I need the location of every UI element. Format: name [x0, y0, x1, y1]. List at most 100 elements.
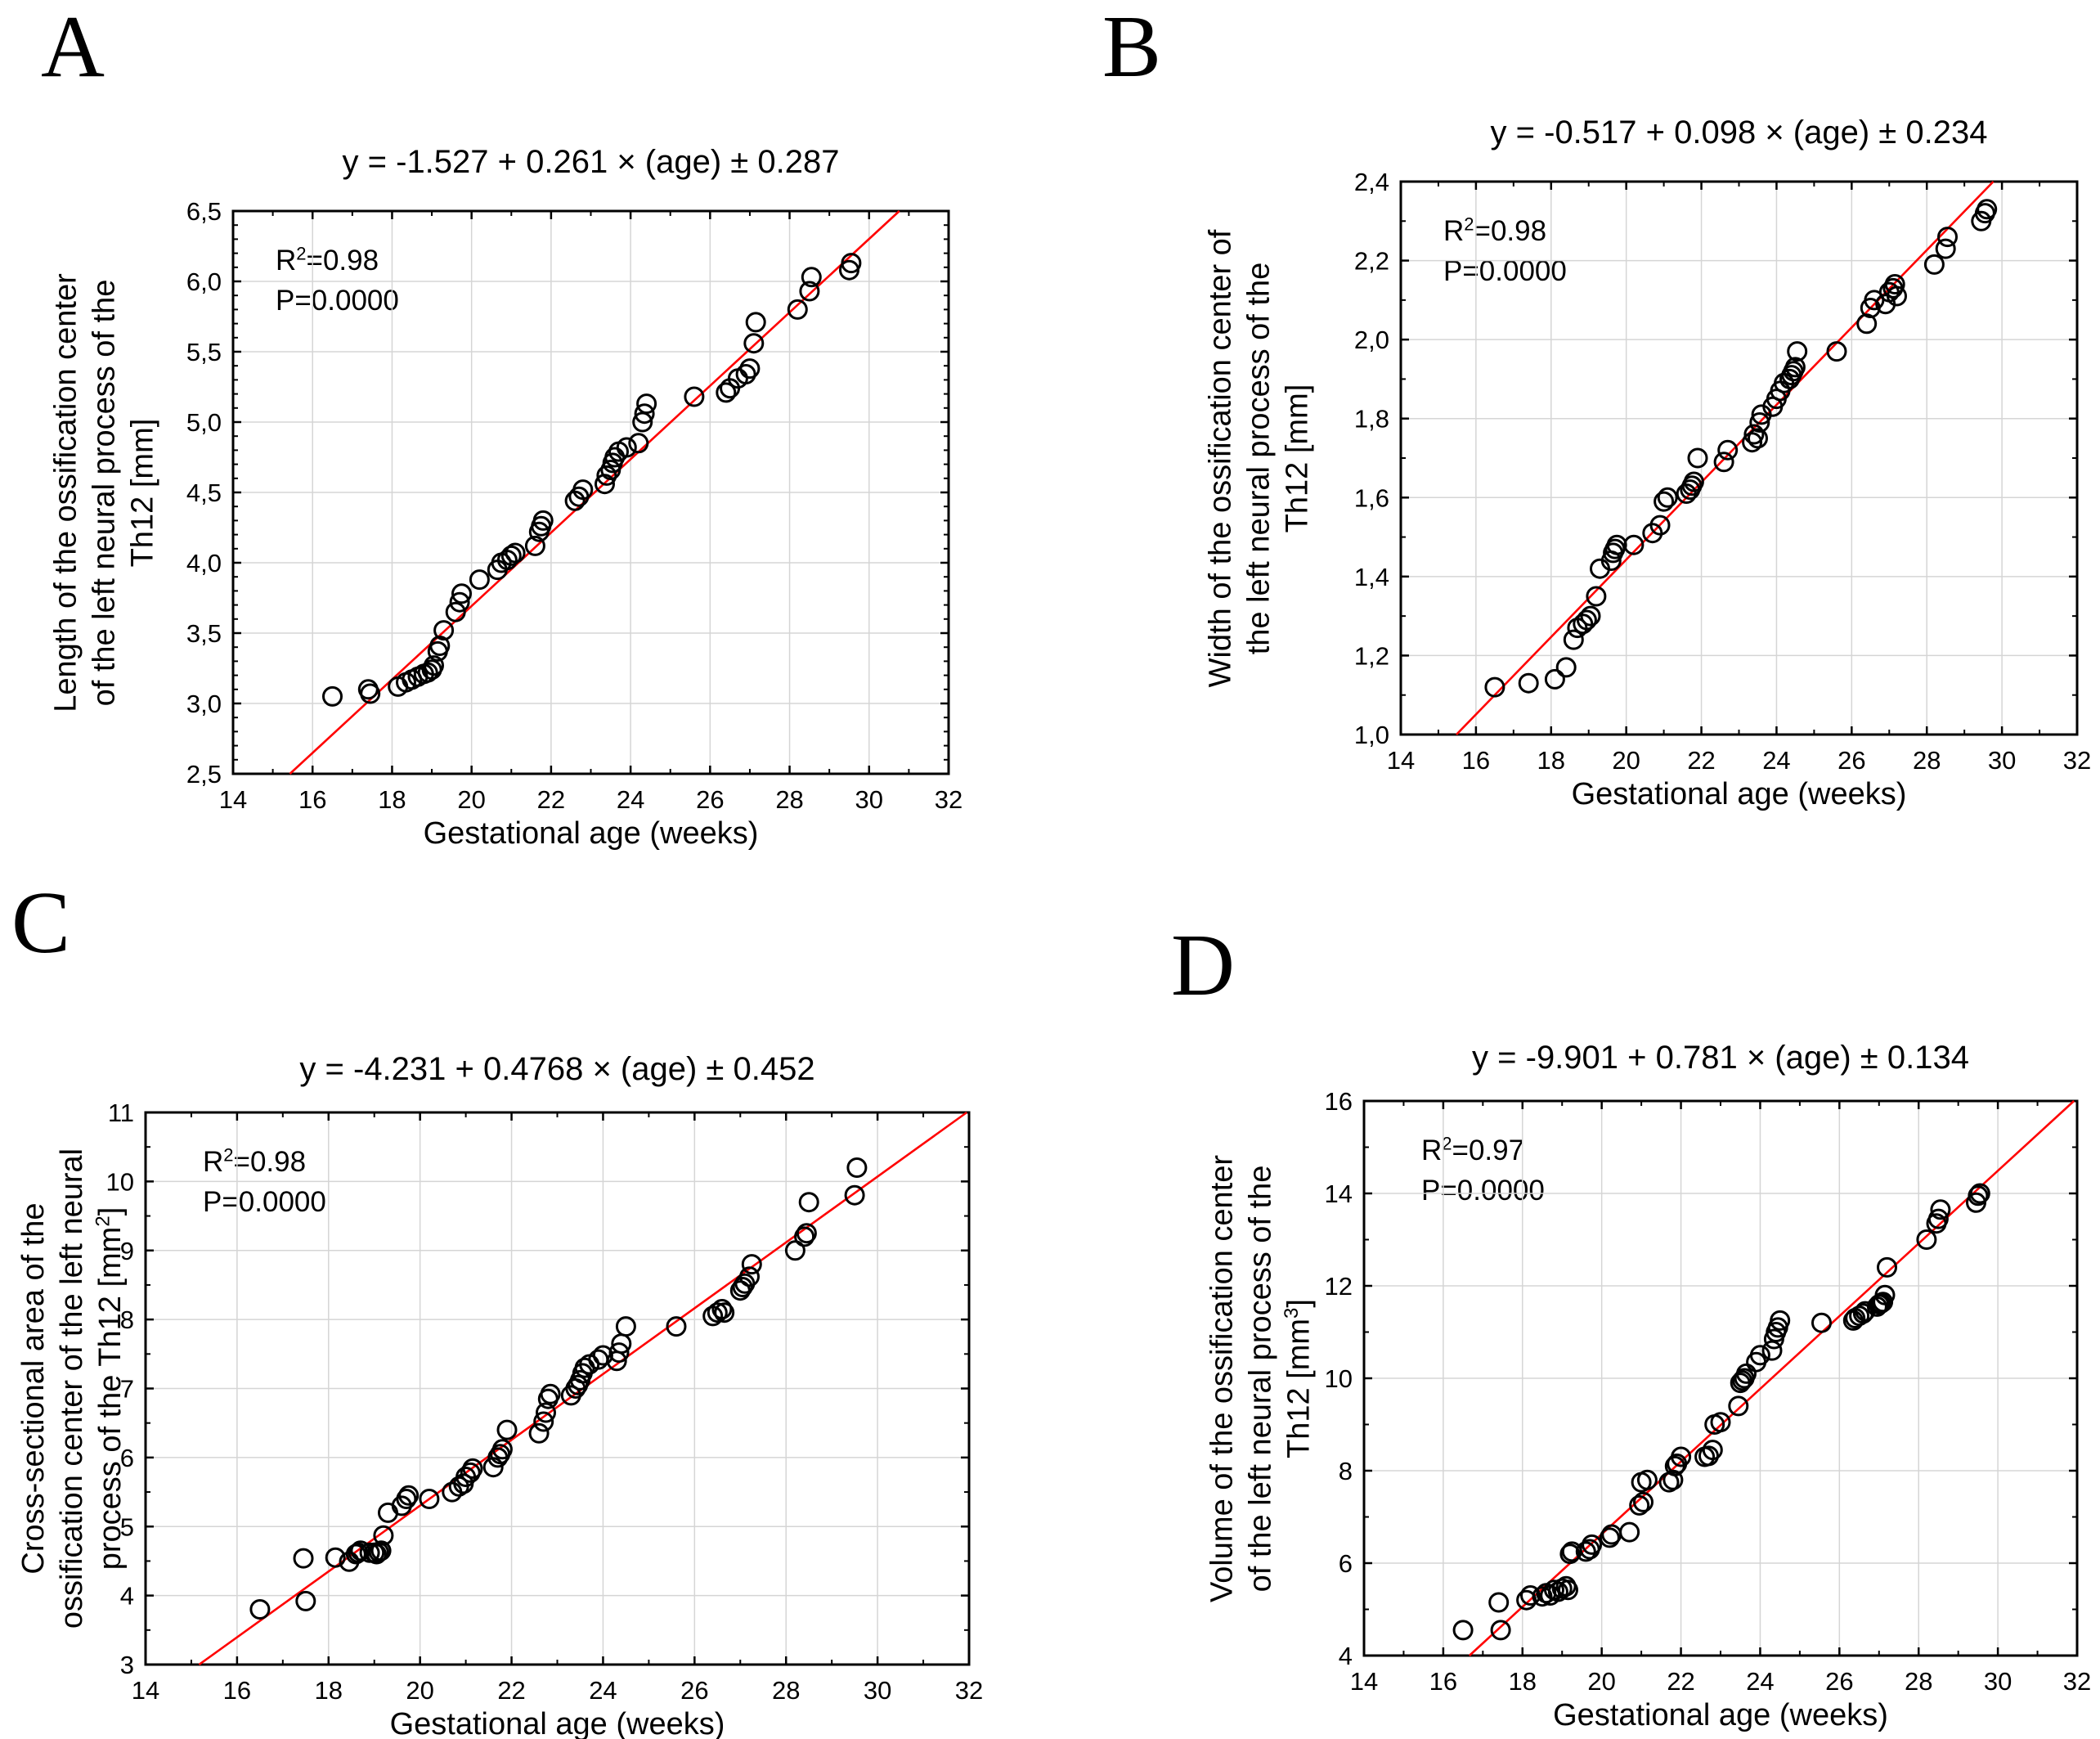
scatter-points — [1452, 1183, 1990, 1641]
x-tick-label: 28 — [772, 1676, 800, 1705]
gridlines — [146, 1112, 969, 1665]
data-point — [1811, 1312, 1832, 1333]
y-tick-label: 4,0 — [186, 549, 222, 577]
x-tick-label: 28 — [775, 785, 803, 814]
data-point — [1558, 1579, 1578, 1601]
y-tick-label: 6,0 — [186, 267, 222, 296]
data-point — [325, 1547, 346, 1568]
y-tick-label: 4 — [1339, 1642, 1353, 1670]
data-point — [1916, 1229, 1937, 1250]
x-axis-title: Gestational age (weeks) — [389, 1707, 725, 1739]
data-point — [628, 433, 649, 454]
data-point — [451, 583, 472, 604]
x-tick-label: 14 — [1350, 1667, 1378, 1696]
data-point — [1452, 1620, 1474, 1641]
x-tick-label: 22 — [1667, 1667, 1694, 1696]
data-point — [322, 685, 343, 707]
x-tick-label: 16 — [1462, 746, 1490, 775]
y-tick-label: 3,5 — [186, 619, 222, 648]
x-tick-label: 20 — [406, 1676, 433, 1705]
data-point — [1743, 424, 1765, 445]
y-tick-label: 1,8 — [1354, 405, 1389, 434]
x-tick-label: 30 — [864, 1676, 891, 1705]
x-tick-label: 14 — [219, 785, 247, 814]
data-point — [417, 662, 438, 683]
panel-letter-d: D — [1171, 917, 1235, 1014]
y-tick-label: 8 — [1339, 1457, 1353, 1485]
data-point — [592, 1345, 613, 1366]
panel-letter-a: A — [41, 0, 105, 96]
data-point — [1649, 515, 1671, 536]
data-point — [796, 1223, 817, 1244]
y-tick-label: 7 — [120, 1375, 134, 1404]
data-point — [1969, 1183, 1990, 1204]
p-value: P=0.0000 — [1421, 1175, 1545, 1207]
data-point — [1717, 439, 1739, 461]
scatter-plot-d: 14 16 18 20 22 24 26 28 30 32 4 6 8 10 12 14 16 — [1325, 1087, 2092, 1696]
data-point — [1702, 1440, 1723, 1461]
data-point — [616, 437, 637, 458]
data-point — [801, 267, 822, 288]
data-point — [505, 542, 526, 564]
scatter-points — [1484, 199, 1998, 698]
data-point — [496, 1419, 518, 1440]
data-point — [398, 1485, 420, 1506]
data-point — [636, 393, 657, 415]
data-point — [1748, 428, 1768, 449]
data-point — [1935, 238, 1956, 259]
data-point — [596, 465, 617, 486]
data-point — [1580, 605, 1601, 627]
gridlines — [1364, 1101, 2077, 1656]
data-point — [532, 510, 554, 531]
data-point — [1687, 447, 1708, 469]
data-point — [1787, 341, 1808, 362]
y-tick-label: 4 — [120, 1582, 134, 1611]
x-tick-label: 22 — [497, 1676, 525, 1705]
y-tick-label: 14 — [1325, 1180, 1353, 1208]
panel-d: D y = -9.901 + 0.781 × (age) ± 0.134 Vol… — [1050, 870, 2100, 1739]
data-point — [1636, 1469, 1658, 1490]
data-point — [1484, 676, 1505, 698]
data-point — [1770, 1310, 1791, 1331]
data-point — [1518, 672, 1539, 694]
data-point — [433, 620, 455, 641]
data-point — [1599, 1527, 1620, 1548]
y-tick-label: 12 — [1325, 1272, 1353, 1301]
data-point — [1736, 1363, 1757, 1384]
data-point — [1887, 285, 1907, 307]
data-point — [1849, 1305, 1870, 1327]
y-tick-label: 2,4 — [1354, 168, 1389, 196]
y-tick-label: 1,4 — [1354, 563, 1389, 591]
data-point — [1586, 586, 1607, 607]
data-point — [1629, 1494, 1650, 1516]
x-tick-label: 18 — [1537, 746, 1565, 775]
data-point — [1977, 199, 1998, 220]
data-point — [1713, 452, 1734, 473]
data-point — [469, 569, 490, 591]
data-point — [1826, 341, 1847, 362]
r-squared-value: R2=0.98 — [276, 243, 379, 276]
data-point — [462, 1458, 483, 1479]
data-point — [419, 1489, 440, 1509]
data-point — [1654, 491, 1675, 512]
data-point — [716, 382, 737, 403]
gridlines — [1401, 182, 2077, 735]
data-point — [1576, 609, 1597, 631]
x-tick-label: 30 — [855, 785, 883, 814]
axis-tick-labels: 14 16 18 20 22 24 26 28 30 32 4 6 8 10 12 14 16 — [1325, 1087, 2092, 1696]
data-point — [524, 535, 545, 556]
stats-annotation: R2=0.98 P=0.0000 — [276, 240, 399, 321]
data-point — [799, 281, 820, 302]
data-point — [1884, 274, 1905, 294]
axis-tick-labels: 14 16 18 20 22 24 26 28 30 32 1,0 1,2 1,4 1,6 1,8 2,0 2,… — [1354, 168, 2091, 775]
panel-letter-c: C — [11, 874, 71, 972]
x-tick-label: 24 — [617, 785, 644, 814]
data-point — [735, 364, 756, 384]
x-tick-label: 30 — [1984, 1667, 2012, 1696]
y-tick-label: 3 — [120, 1651, 134, 1679]
y-tick-label: 4,5 — [186, 479, 222, 507]
data-point — [846, 1157, 868, 1178]
data-point — [1930, 1199, 1951, 1220]
r-squared-value: R2=0.98 — [1443, 213, 1547, 247]
